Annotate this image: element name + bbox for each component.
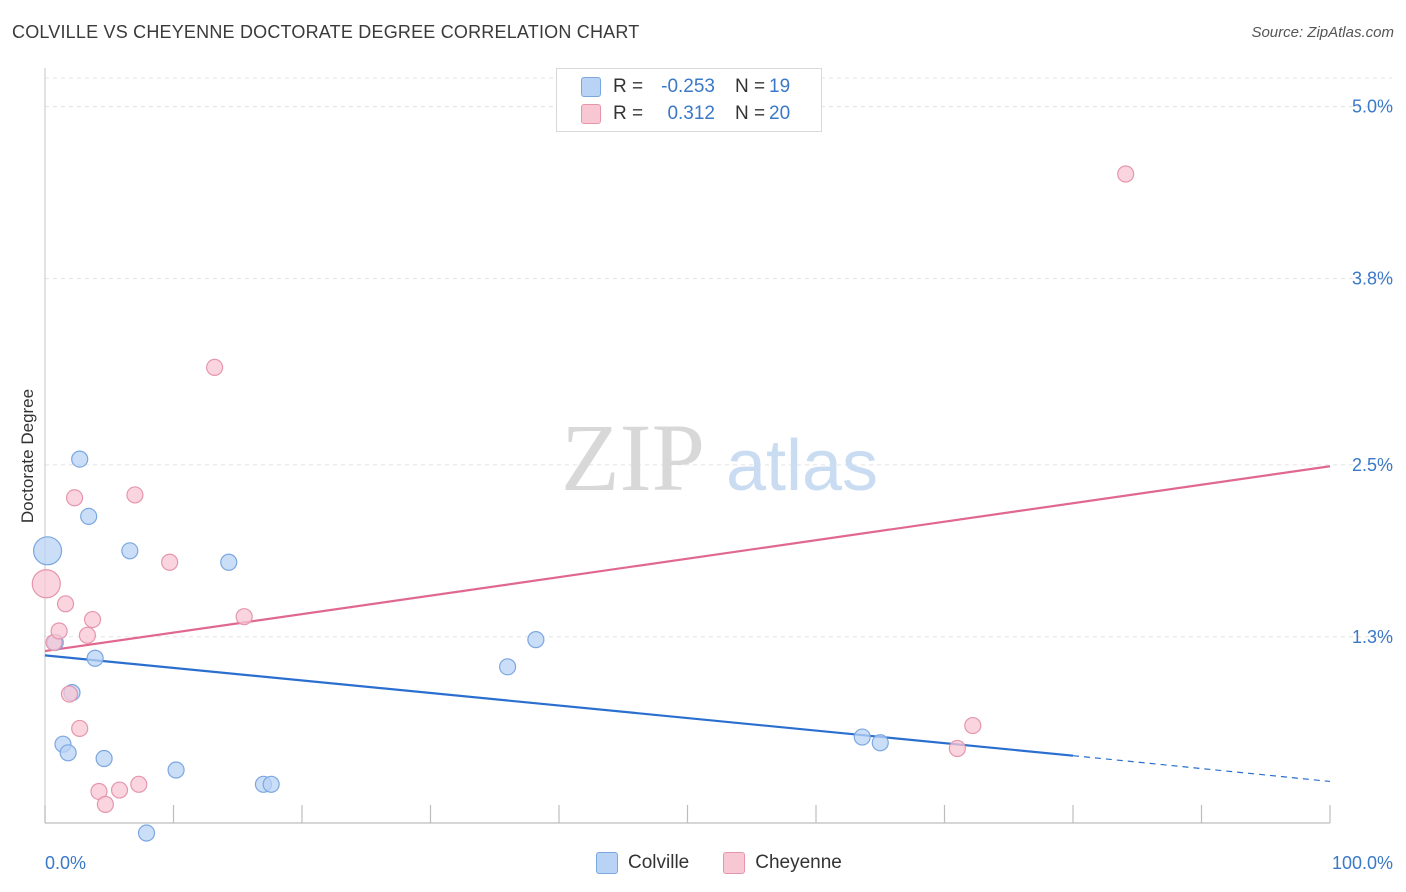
cheyenne-point xyxy=(56,595,75,613)
cheyenne-point xyxy=(161,553,179,571)
colville-point xyxy=(871,734,889,752)
colville-point xyxy=(95,749,113,768)
colville-point xyxy=(137,824,156,842)
colville-swatch xyxy=(596,852,618,874)
colville-trend-extension xyxy=(1072,755,1331,783)
y-tick-label: 1.3% xyxy=(1352,627,1393,647)
cheyenne-point xyxy=(78,626,97,644)
colville-point xyxy=(499,658,517,676)
colville-point xyxy=(121,542,139,560)
cheyenne-point xyxy=(71,719,89,738)
colville-point xyxy=(262,775,280,793)
cheyenne-point xyxy=(235,608,253,626)
cheyenne-swatch xyxy=(581,104,601,124)
colville-point xyxy=(527,631,545,649)
legend-item-colville[interactable]: Colville xyxy=(596,852,689,874)
cheyenne-point xyxy=(65,489,84,507)
cheyenne-point xyxy=(1117,165,1135,183)
watermark-atlas: atlas xyxy=(726,426,878,506)
cheyenne-point xyxy=(126,486,144,504)
colville-point xyxy=(59,744,77,762)
watermark-zip: ZIP xyxy=(561,404,705,511)
chart-source: Source: ZipAtlas.com xyxy=(1251,24,1394,41)
colville-point xyxy=(32,536,63,566)
legend-label-cheyenne: Cheyenne xyxy=(755,852,842,873)
legend-item-cheyenne[interactable]: Cheyenne xyxy=(723,852,842,874)
colville-point xyxy=(220,553,238,571)
cheyenne-point xyxy=(31,569,61,599)
y-tick-label: 5.0% xyxy=(1352,97,1393,117)
n-label: N = xyxy=(735,103,766,124)
cheyenne-trend-line xyxy=(44,465,1331,653)
x-tick-label-min: 0.0% xyxy=(45,853,86,873)
chart-title: COLVILLE VS CHEYENNE DOCTORATE DEGREE CO… xyxy=(12,22,640,42)
watermark: ZIP atlas xyxy=(561,404,878,511)
colville-swatch xyxy=(581,77,601,97)
legend-label-colville: Colville xyxy=(628,852,690,873)
r-label: R = xyxy=(613,103,644,124)
cheyenne-point xyxy=(206,358,224,377)
cheyenne-point xyxy=(948,739,966,758)
r-value: 0.312 xyxy=(667,103,715,124)
colville-point xyxy=(86,649,104,667)
cheyenne-point xyxy=(110,781,129,799)
x-tick-label-max: 100.0% xyxy=(1332,853,1393,873)
colville-point xyxy=(71,450,89,468)
cheyenne-point xyxy=(96,795,114,813)
series-legend: Colville Cheyenne xyxy=(596,852,876,874)
cheyenne-swatch xyxy=(723,852,746,874)
colville-point xyxy=(167,761,185,779)
y-axis-label: Doctorate Degree xyxy=(18,389,37,523)
n-value: 19 xyxy=(769,76,791,97)
y-tick-label: 2.5% xyxy=(1352,455,1393,475)
legend-row-cheyenne: R = 0.312 N = 20 xyxy=(581,102,790,126)
r-value: -0.253 xyxy=(661,76,715,97)
colville-trend-line xyxy=(44,654,1074,757)
n-value: 20 xyxy=(769,103,791,124)
y-tick-label: 3.8% xyxy=(1352,269,1393,289)
colville-point xyxy=(853,728,871,746)
cheyenne-point xyxy=(83,610,102,629)
cheyenne-point xyxy=(60,685,79,703)
n-label: N = xyxy=(735,76,766,97)
colville-point xyxy=(80,507,98,526)
legend-row-colville: R = -0.253 N = 19 xyxy=(581,75,790,99)
cheyenne-point xyxy=(130,775,148,793)
cheyenne-point xyxy=(50,622,68,640)
r-label: R = xyxy=(613,76,644,97)
cheyenne-point xyxy=(964,716,982,735)
correlation-legend: R = -0.253 N = 19 R = 0.312 N = 20 xyxy=(556,68,822,132)
